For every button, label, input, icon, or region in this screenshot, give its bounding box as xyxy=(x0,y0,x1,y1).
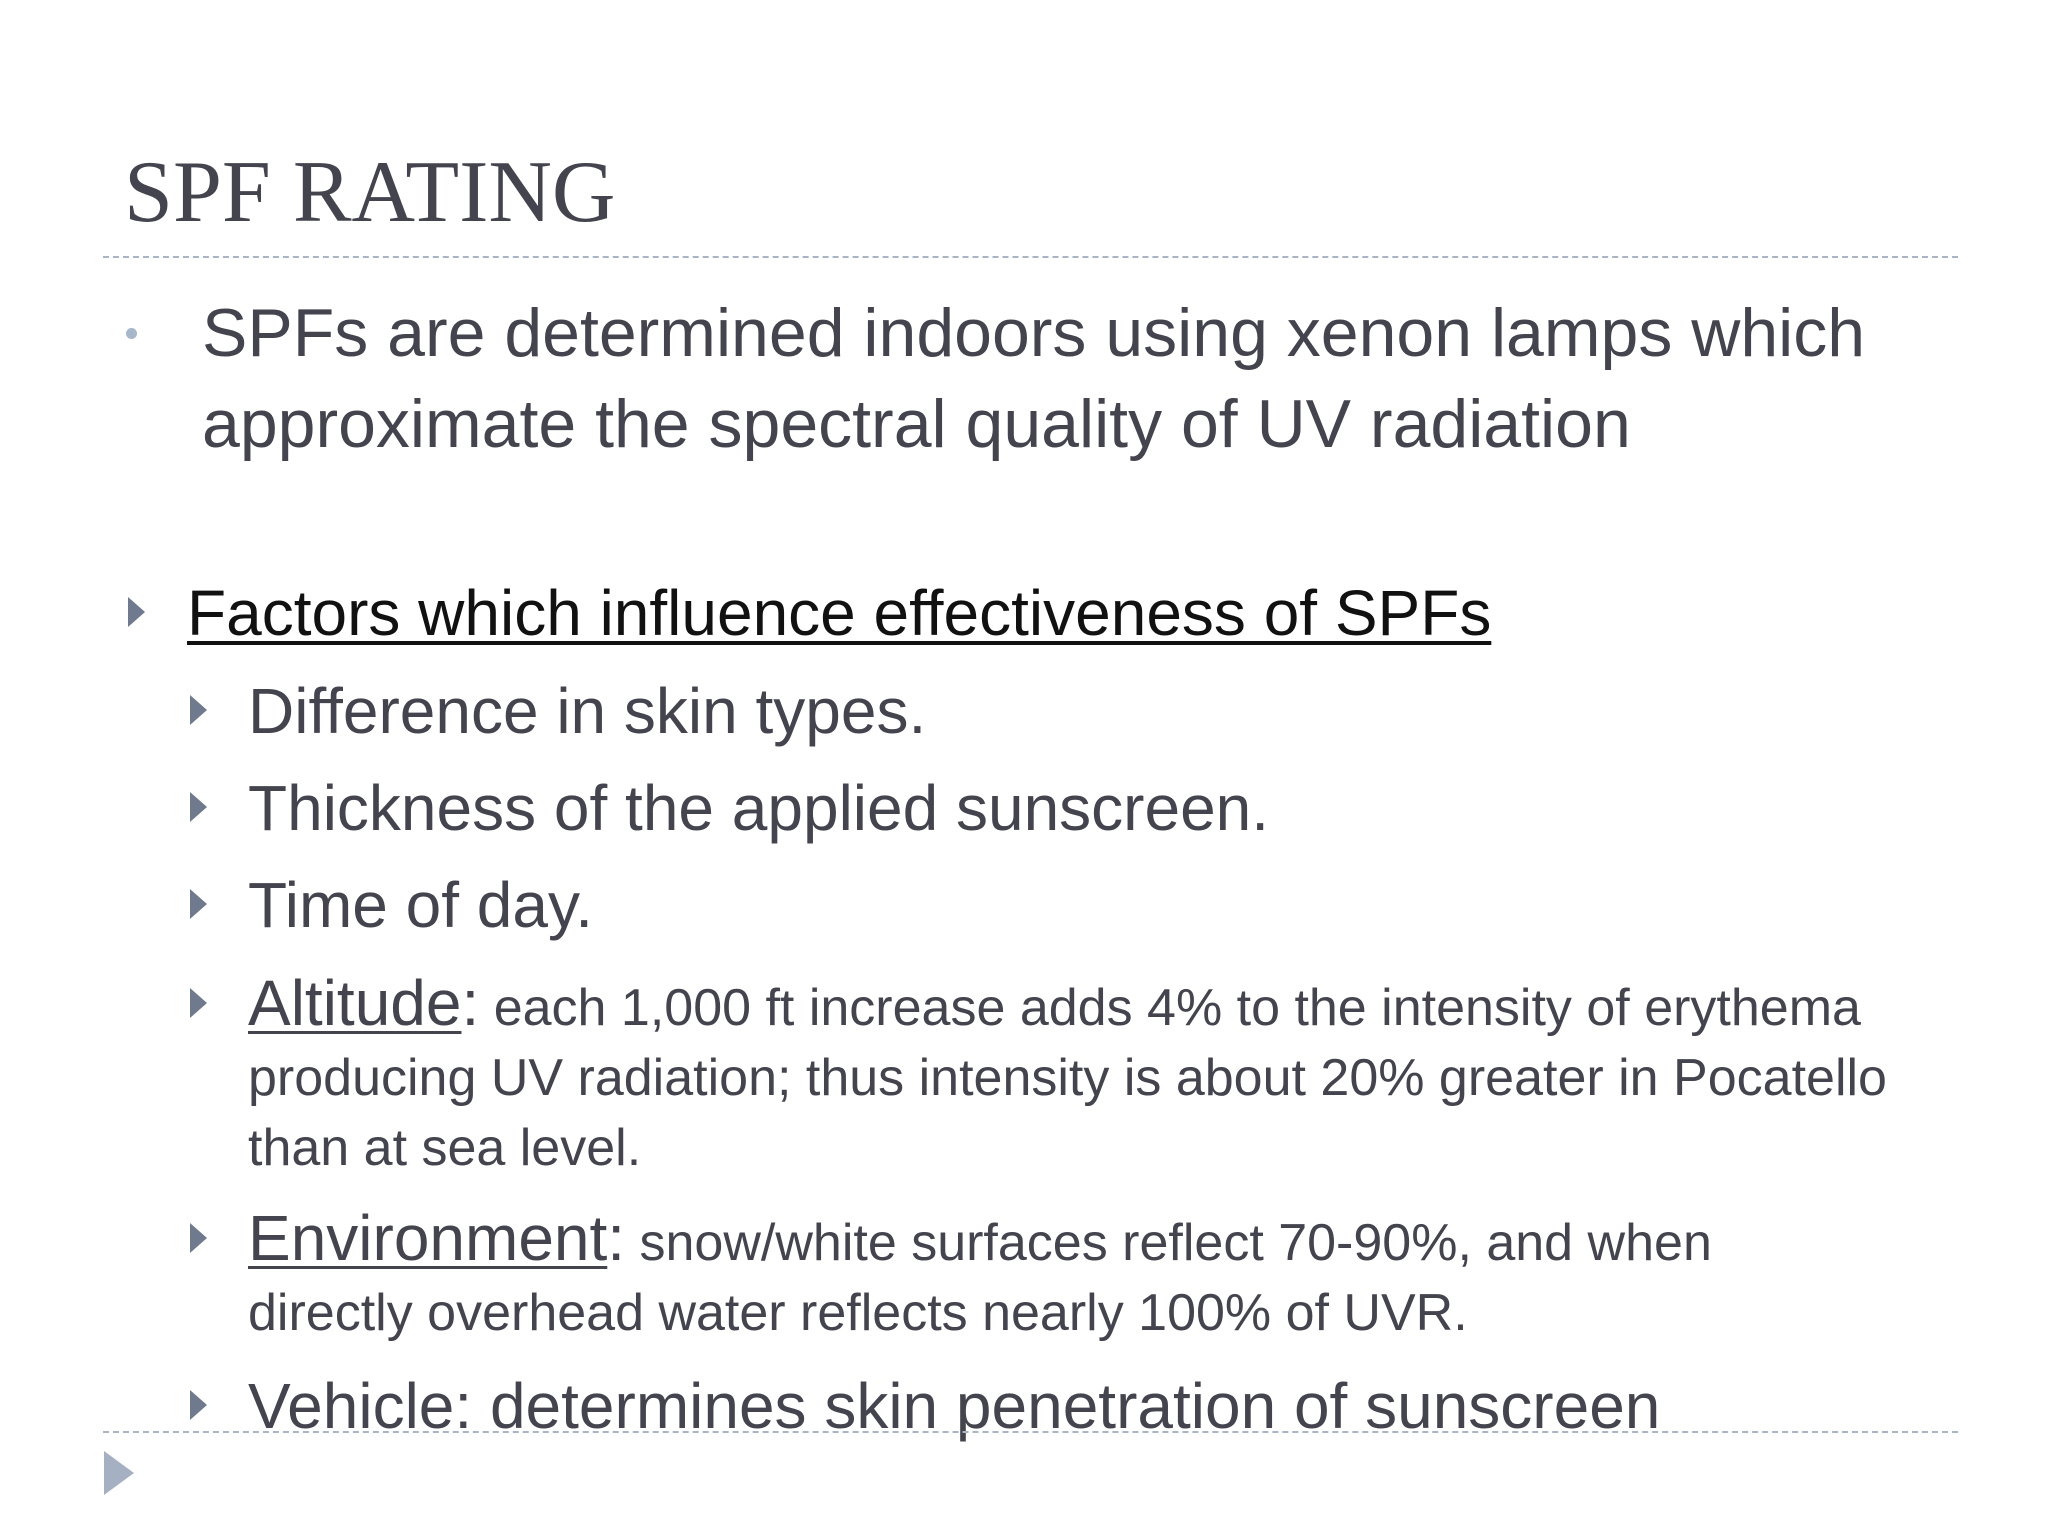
triangle-bullet-icon xyxy=(190,792,207,822)
triangle-bullet-icon xyxy=(190,988,207,1018)
factor-environment-term: Environment xyxy=(248,1202,608,1274)
next-slide-arrow-icon[interactable] xyxy=(104,1451,134,1495)
factor-altitude-colon: : xyxy=(461,967,480,1039)
factor-vehicle: Vehicle: determines skin penetration of … xyxy=(248,1370,1661,1442)
round-bullet-icon xyxy=(126,328,137,339)
triangle-bullet-icon xyxy=(190,889,207,919)
factor-environment-colon: : xyxy=(607,1202,626,1274)
triangle-bullet-icon xyxy=(190,1390,207,1420)
factor-thickness: Thickness of the applied sunscreen. xyxy=(248,772,1270,844)
factor-environment-detail: snow/white surfaces reflect 70-90%, and … xyxy=(248,1214,1712,1342)
factor-altitude: Altitude: each 1,000 ft increase adds 4%… xyxy=(248,968,1888,1183)
title-divider xyxy=(103,256,1958,258)
footer-divider xyxy=(103,1431,1958,1433)
factor-altitude-term: Altitude xyxy=(248,967,462,1039)
lead-bullet-text: SPFs are determined indoors using xenon … xyxy=(202,295,1866,462)
factor-altitude-detail: each 1,000 ft increase adds 4% to the in… xyxy=(248,979,1887,1177)
triangle-bullet-icon xyxy=(190,1223,207,1253)
factor-environment: Environment: snow/white surfaces reflect… xyxy=(248,1203,1888,1348)
triangle-bullet-icon xyxy=(128,597,145,627)
factor-skin-types: Difference in skin types. xyxy=(248,675,927,747)
triangle-bullet-icon xyxy=(190,695,207,725)
factor-time-of-day: Time of day. xyxy=(248,869,593,941)
slide-title: SPF RATING xyxy=(124,144,616,241)
factors-heading: Factors which influence effectiveness of… xyxy=(187,577,1492,649)
